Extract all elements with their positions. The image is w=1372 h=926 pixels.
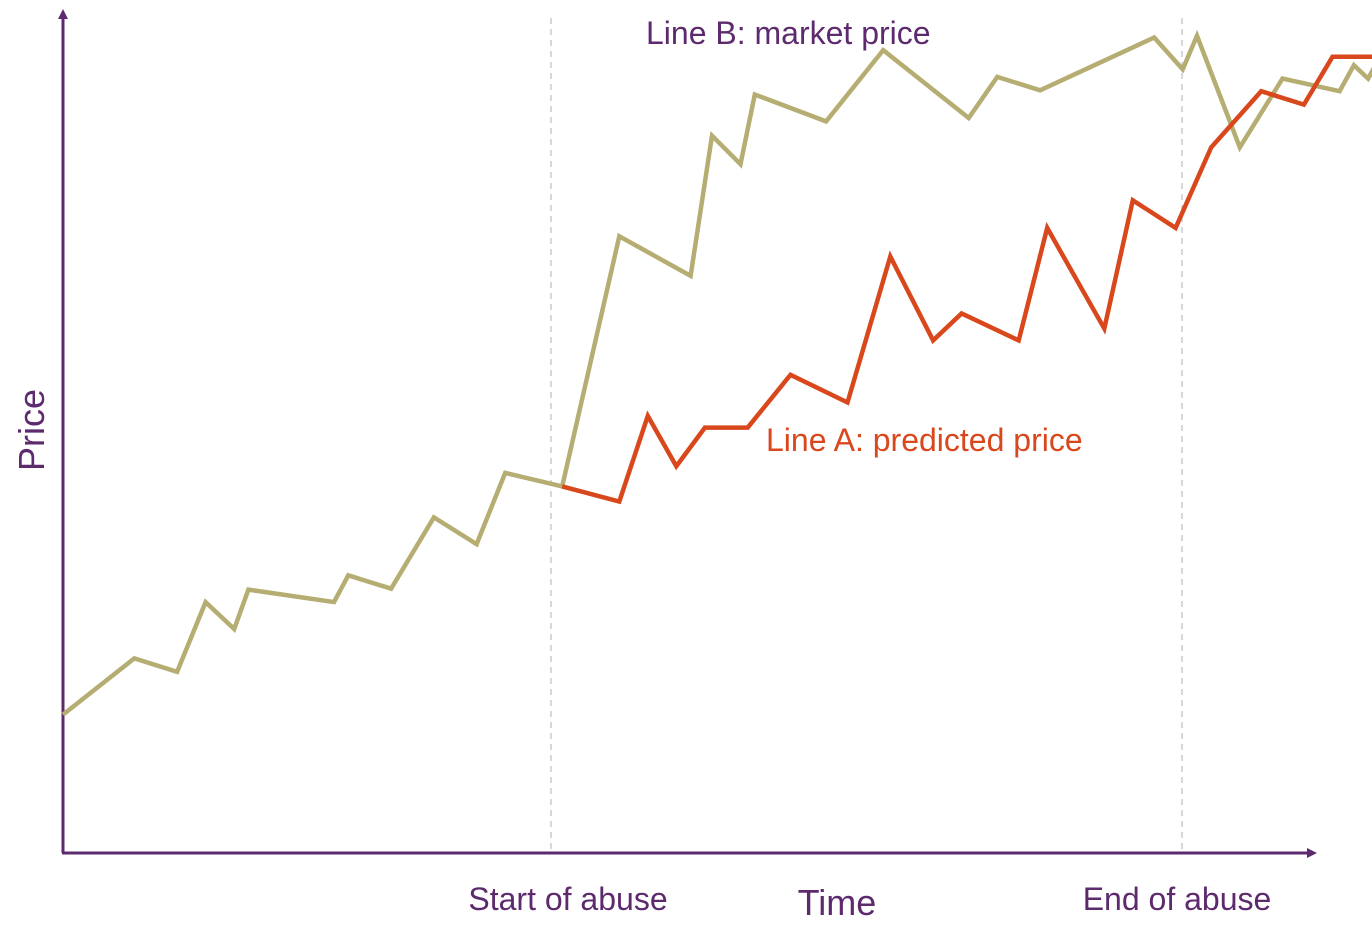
- x-tick-label-start-of-abuse: Start of abuse: [468, 881, 667, 917]
- series-line-a-predicted-price: [561, 54, 1372, 505]
- x-tick-label-end-of-abuse: End of abuse: [1083, 881, 1272, 917]
- annotation-line-a-predicted-price: Line A: predicted price: [766, 422, 1083, 458]
- x-axis-label: Time: [798, 882, 877, 923]
- annotation-line-b-market-price: Line B: market price: [646, 15, 931, 51]
- y-axis-label: Price: [11, 389, 52, 471]
- series-line-b-market-price: [61, 29, 1372, 717]
